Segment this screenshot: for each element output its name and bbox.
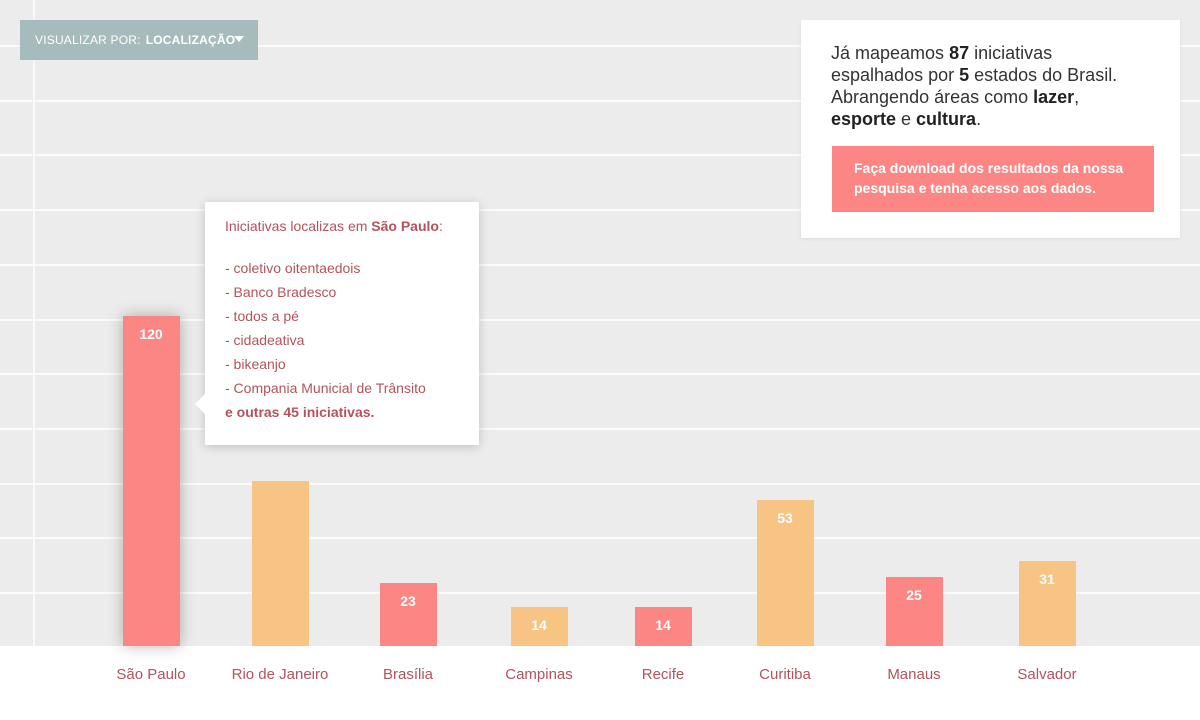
info-text-part: Abrangendo áreas como (831, 87, 1034, 107)
bar[interactable]: 25 (885, 577, 943, 646)
tooltip-list-item: - Banco Bradesco (225, 284, 337, 300)
grid-line (0, 428, 1200, 430)
tooltip-list-item: - Compania Municial de Trânsito (225, 380, 426, 396)
grid-line (0, 100, 1200, 102)
x-axis-label: Manaus (887, 666, 941, 683)
area-cultura: cultura (916, 109, 977, 129)
tooltip-title: Iniciativas localizas em São Paulo: (225, 218, 459, 234)
area-lazer: lazer (1033, 87, 1075, 107)
info-card: Já mapeamos 87 iniciativas espalhados po… (801, 20, 1180, 238)
states-count: 5 (959, 65, 970, 85)
info-text-part: Já mapeamos (831, 43, 950, 63)
x-axis-label: Salvador (1017, 666, 1077, 683)
tooltip-city: São Paulo (371, 218, 439, 234)
bar-value-label: 23 (400, 593, 416, 609)
tooltip-list-item: - bikeanjo (225, 356, 286, 372)
grid-line (0, 264, 1200, 266)
bar-value-label: 25 (906, 587, 922, 603)
tooltip-list-item: - todos a pé (225, 308, 299, 324)
tooltip-list-item: - coletivo oitentaedois (225, 260, 361, 276)
grid-line (0, 209, 1200, 211)
dropdown-prefix: VISUALIZAR POR: (35, 33, 141, 47)
bar-value-label: 14 (655, 617, 671, 633)
bar[interactable]: 120 (122, 316, 180, 646)
caret-down-icon (234, 36, 244, 42)
info-text-part: estados do Brasil. (969, 65, 1118, 85)
bar[interactable]: 23 (379, 583, 437, 646)
bar-value-label: 14 (531, 617, 547, 633)
bar[interactable] (251, 481, 309, 646)
x-axis-label: Rio de Janeiro (231, 666, 329, 683)
grid-line (0, 537, 1200, 539)
tooltip-arrow (195, 394, 205, 414)
info-text-part: . (976, 109, 982, 129)
bar-value-label: 53 (777, 510, 793, 526)
grid-line (0, 45, 1200, 47)
info-summary: Já mapeamos 87 iniciativas espalhados po… (831, 42, 1150, 130)
download-results-button[interactable]: Faça download dos resultados da nossa pe… (832, 146, 1154, 212)
info-text-part: iniciativas (969, 43, 1053, 63)
view-by-dropdown[interactable]: VISUALIZAR POR: LOCALIZAÇÃO (20, 20, 258, 60)
area-esporte: esporte (831, 109, 897, 129)
grid-line (0, 483, 1200, 485)
bar[interactable]: 14 (510, 607, 568, 646)
grid-line-vertical (33, 0, 35, 646)
bar[interactable]: 53 (756, 500, 814, 646)
grid-line (0, 154, 1200, 156)
tooltip-title-prefix: Iniciativas localizas em (225, 218, 372, 234)
info-text-part: espalhados por (831, 65, 960, 85)
x-axis-label: Curitiba (759, 666, 811, 683)
bar[interactable]: 31 (1018, 561, 1076, 646)
grid-line (0, 319, 1200, 321)
x-axis-band (0, 646, 1200, 720)
info-text-part: , (1074, 87, 1080, 107)
bar-value-label: 120 (139, 326, 163, 342)
dropdown-value: LOCALIZAÇÃO (145, 33, 236, 47)
x-axis-label: Campinas (505, 666, 573, 683)
x-axis-label: São Paulo (116, 666, 186, 683)
info-text-part: e (896, 109, 917, 129)
x-axis-label: Brasília (382, 666, 434, 683)
grid-line (0, 592, 1200, 594)
tooltip-initiatives-list: - coletivo oitentaedois - Banco Bradesco… (225, 256, 459, 400)
bar[interactable]: 14 (634, 607, 692, 646)
tooltip-list-item: - cidadeativa (225, 332, 305, 348)
initiatives-count: 87 (949, 43, 970, 63)
bar-tooltip: Iniciativas localizas em São Paulo: - co… (195, 202, 479, 445)
tooltip-more-initiatives: e outras 45 iniciativas. (225, 404, 375, 420)
grid-line (0, 373, 1200, 375)
tooltip-title-suffix: : (438, 218, 443, 234)
bar-value-label: 31 (1039, 571, 1055, 587)
x-axis-label: Recife (641, 666, 685, 683)
